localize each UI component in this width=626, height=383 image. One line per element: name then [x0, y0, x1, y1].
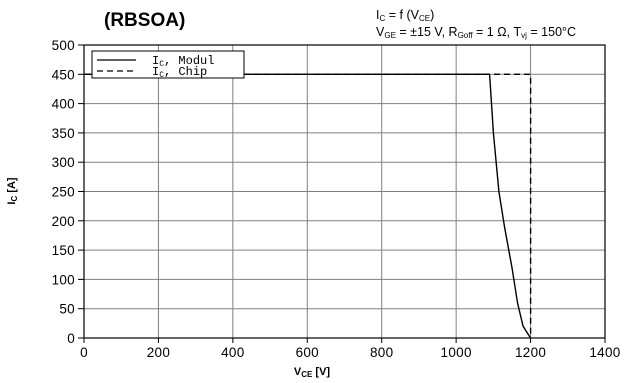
legend-box	[91, 50, 245, 79]
x-tick-label-0: 0	[80, 345, 88, 360]
x-tick-label-400: 400	[221, 345, 244, 360]
chart-title: (RBSOA)	[104, 10, 185, 31]
x-tick-label-1200: 1200	[515, 345, 546, 360]
y-tick-label-150: 150	[52, 243, 75, 258]
formula-label: IC = f (VCE)	[376, 8, 434, 23]
y-tick-label-50: 50	[59, 302, 75, 317]
x-tick-label-800: 800	[370, 345, 393, 360]
x-axis-label: VCE [V]	[294, 366, 331, 379]
y-tick-label-500: 500	[52, 38, 75, 53]
y-tick-label-0: 0	[67, 331, 75, 346]
series-lines	[84, 73, 532, 339]
legend-entry-chip: IC, Chip	[152, 65, 207, 80]
x-tick-labels: 0 200 400 600 800 1000 1200 1400	[80, 338, 620, 360]
x-tick-label-600: 600	[296, 345, 319, 360]
y-tick-label-100: 100	[52, 272, 75, 287]
y-tick-label-350: 350	[52, 126, 75, 141]
conditions-label: VGE = ±15 V, RGoff = 1 Ω, Tvj = 150°C	[376, 25, 576, 40]
x-tick-label-200: 200	[147, 345, 170, 360]
y-tick-label-450: 450	[52, 67, 75, 82]
y-tick-label-400: 400	[52, 97, 75, 112]
grid-lines	[84, 45, 605, 338]
y-tick-label-300: 300	[52, 155, 75, 170]
x-tick-label-1000: 1000	[441, 345, 472, 360]
y-tick-labels: 0 50 100 150 200 250 300 350 400 450 500	[52, 38, 84, 346]
series-line-chip	[84, 73, 532, 338]
legend-entry-modul: IC, Modul	[152, 54, 214, 69]
y-tick-label-200: 200	[52, 214, 75, 229]
legend: IC, Modul IC, Chip	[91, 50, 245, 80]
x-tick-label-1400: 1400	[589, 345, 620, 360]
y-tick-label-250: 250	[52, 185, 75, 200]
y-axis-label: IC [A]	[6, 177, 19, 205]
